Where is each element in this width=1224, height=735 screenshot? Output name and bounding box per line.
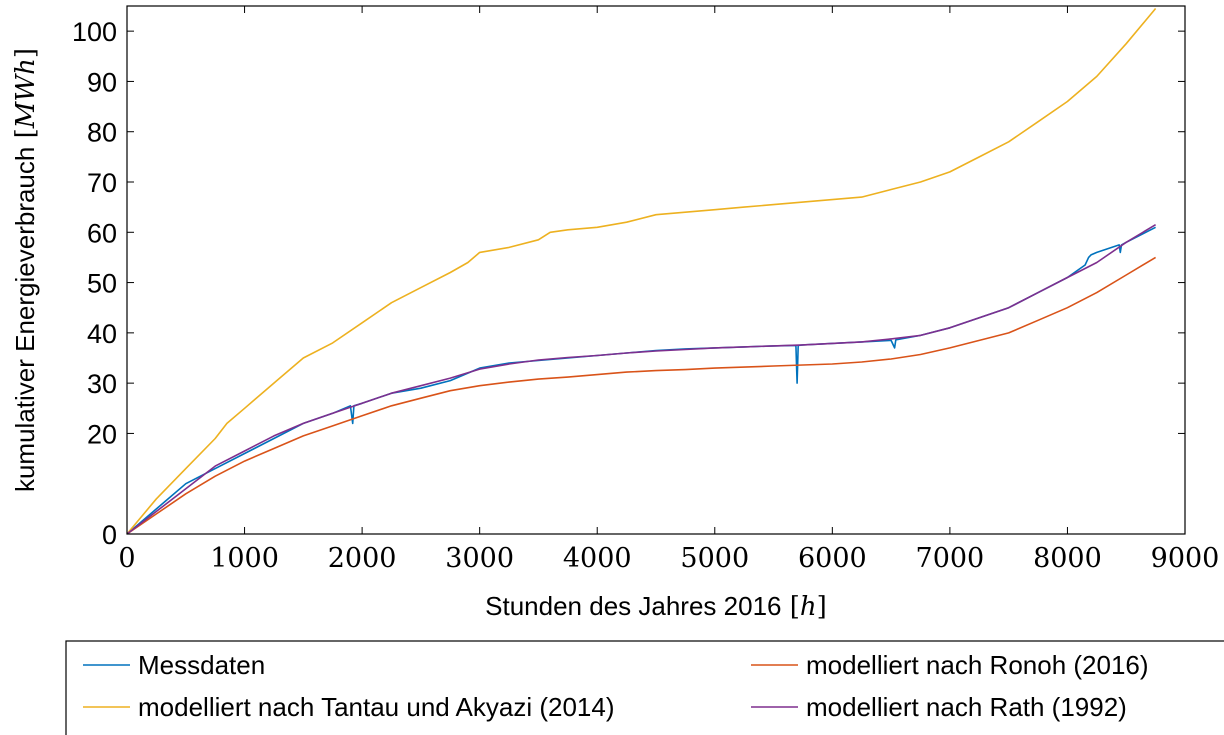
series-line-3 bbox=[126, 224, 1157, 535]
y-tick-label-9: 100 bbox=[72, 17, 117, 47]
y-tick-label-7: 80 bbox=[87, 118, 117, 148]
legend-label-messdaten: Messdaten bbox=[138, 650, 265, 680]
y-tick-label-8: 90 bbox=[87, 67, 117, 97]
legend-box bbox=[65, 640, 1224, 735]
x-tick-label-0: 0 bbox=[118, 543, 135, 574]
x-tick-label-4: 4000 bbox=[563, 543, 632, 574]
y-tick-label-4: 50 bbox=[87, 269, 117, 299]
x-tick-label-6: 6000 bbox=[798, 543, 867, 574]
y-tick-label-6: 70 bbox=[87, 168, 117, 198]
x-tick-label-9: 9000 bbox=[1151, 543, 1220, 574]
legend-label-rath: modelliert nach Rath (1992) bbox=[806, 692, 1127, 722]
series-layer bbox=[126, 7, 1157, 535]
series-line-2 bbox=[126, 7, 1157, 535]
x-axis-label: Stunden des Jahres 2016 [h] bbox=[485, 591, 827, 622]
x-tick-label-7: 7000 bbox=[916, 543, 985, 574]
x-tick-label-5: 5000 bbox=[680, 543, 749, 574]
x-tick-label-1: 1000 bbox=[210, 543, 279, 574]
legend: Messdaten modelliert nach Ronoh (2016) m… bbox=[65, 640, 1224, 735]
x-axis-label-unit: h bbox=[800, 592, 817, 622]
y-tick-label-5: 60 bbox=[87, 218, 117, 248]
ticks-layer: 0 1000 2000 3000 4000 5000 6000 7000 8000 9000 0 20… bbox=[72, 6, 1219, 574]
legend-label-ronoh: modelliert nach Ronoh (2016) bbox=[806, 650, 1149, 680]
y-axis-label-unit: MWh bbox=[11, 58, 41, 129]
plot-frame bbox=[126, 5, 1186, 535]
series-line-1 bbox=[126, 256, 1157, 535]
y-tick-label-1: 20 bbox=[87, 419, 117, 449]
x-axis-label-text: Stunden des Jahres 2016 bbox=[485, 591, 781, 621]
x-tick-label-2: 2000 bbox=[328, 543, 397, 574]
series-line-0 bbox=[126, 226, 1156, 535]
y-tick-label-3: 40 bbox=[87, 319, 117, 349]
x-tick-label-8: 8000 bbox=[1033, 543, 1102, 574]
y-axis-label-text: kumulativer Energieverbrauch bbox=[10, 147, 40, 492]
y-tick-label-2: 30 bbox=[87, 369, 117, 399]
y-tick-label-0: 0 bbox=[102, 520, 117, 550]
y-axis-label: kumulativer Energieverbrauch [MWh] bbox=[10, 48, 41, 492]
legend-label-tantau: modelliert nach Tantau und Akyazi (2014) bbox=[138, 692, 614, 722]
x-tick-label-3: 3000 bbox=[445, 543, 514, 574]
